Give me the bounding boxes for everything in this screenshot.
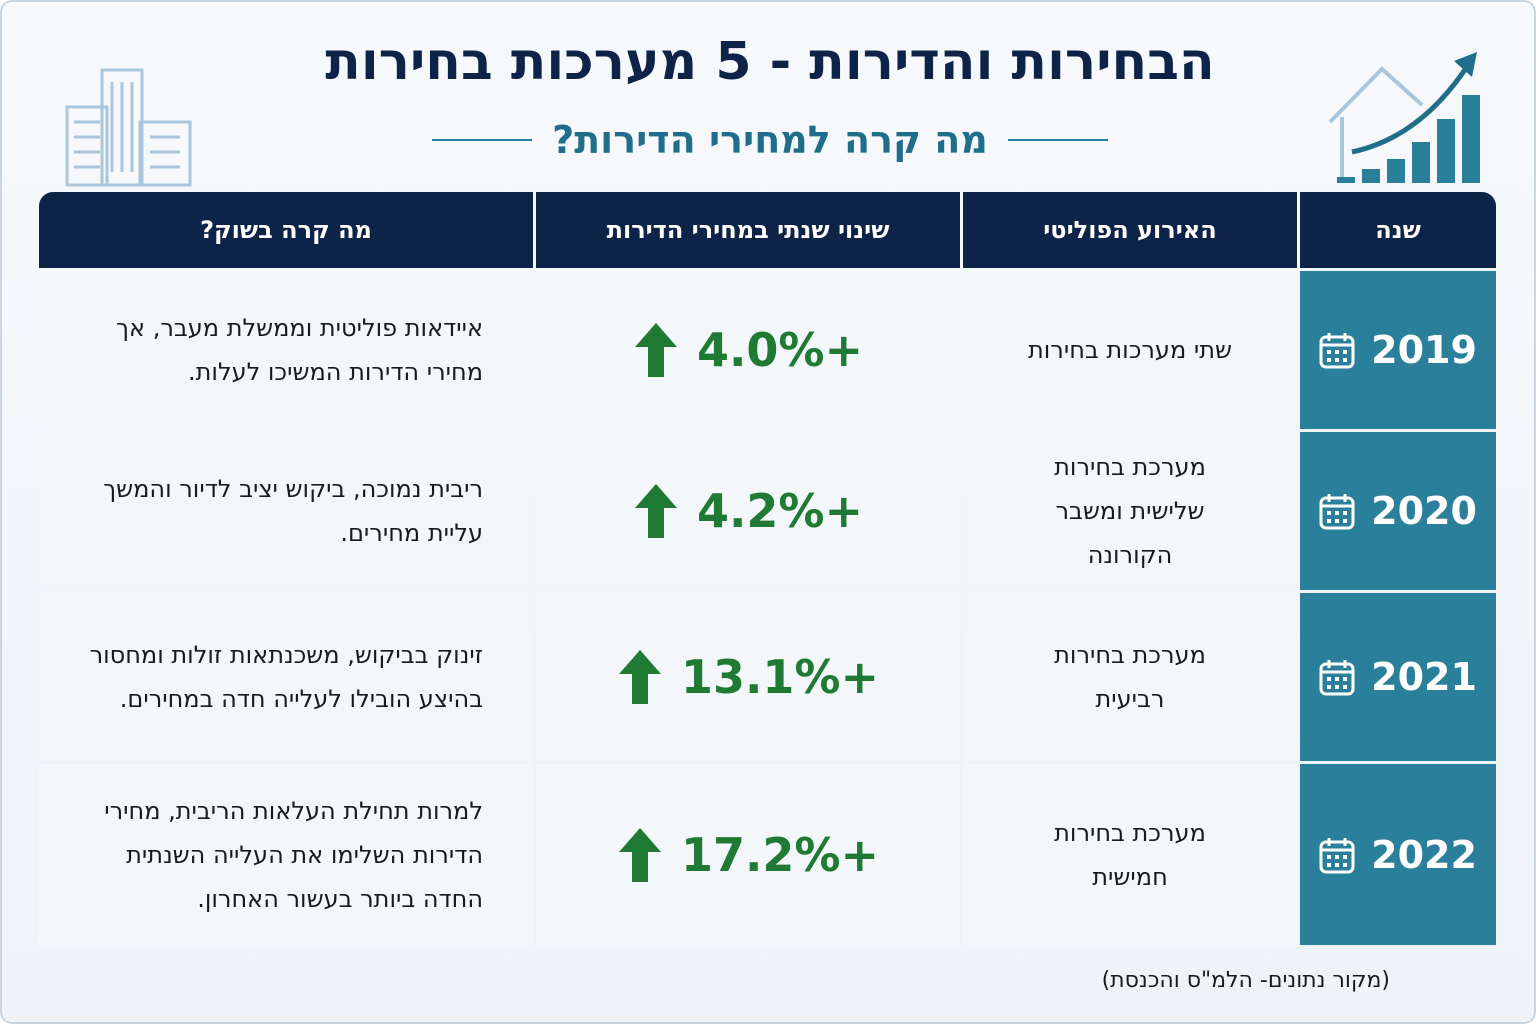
market-cell: זינוק בביקוש, משכנתאות זולות ומחסור בהיצ… [39, 593, 533, 761]
up-arrow-icon [634, 323, 677, 377]
calendar-icon [1319, 333, 1355, 369]
change-cell: +13.1% [536, 593, 960, 761]
rising-house-icon [1328, 52, 1480, 183]
table-row: 2019 שתי מערכות בחירות +4.0% איידאות פוליטי… [39, 271, 1496, 429]
source-note: (מקור נתונים- הלמ"ס והכנסת) [1101, 968, 1390, 993]
year-text: 2019 [1371, 328, 1477, 372]
up-arrow-icon [618, 827, 661, 882]
title: הבחירות והדירות - 5 מערכות בחירות [325, 32, 1215, 92]
year-text: 2021 [1371, 655, 1477, 699]
calendar-icon [1319, 837, 1355, 873]
event-text: מערכת בחירות חמישית [1054, 818, 1206, 891]
divider [1007, 139, 1108, 141]
table-row: 2021 מערכת בחירות רביעית +13.1% זינוק בביקו… [39, 593, 1496, 761]
subtitle: מה קרה למחירי הדירות? [552, 118, 988, 162]
change-text: +13.1% [680, 650, 880, 704]
year-text: 2020 [1371, 489, 1477, 533]
table-row: 2022 מערכת בחירות חמישית +17.2% למרות תחילת… [39, 764, 1496, 945]
change-cell: +4.0% [536, 271, 960, 429]
table: שנה האירוע הפוליטי שינוי שנתי במחירי הדירו… [39, 192, 1496, 948]
year-cell: 2020 [1300, 432, 1496, 590]
change-text: +17.2% [680, 827, 880, 882]
column-header: שינוי שנתי במחירי הדירות [536, 192, 960, 268]
year-cell: 2022 [1300, 764, 1496, 945]
year-cell: 2019 [1300, 271, 1496, 429]
year-cell: 2021 [1300, 593, 1496, 761]
market-cell: איידאות פוליטית וממשלת מעבר, אך מחירי הד… [39, 271, 533, 429]
market-text: למרות תחילת העלאות הריבית, מחירי הדירות … [104, 796, 483, 913]
event-text: מערכת בחירות שלישית ומשבר הקורונה [1054, 453, 1206, 569]
event-cell: מערכת בחירות שלישית ומשבר הקורונה [963, 432, 1297, 590]
change-text: +4.2% [696, 484, 864, 538]
market-cell: למרות תחילת העלאות הריבית, מחירי הדירות … [39, 764, 533, 945]
header-row: שנה האירוע הפוליטי שינוי שנתי במחירי הדירו… [39, 192, 1496, 268]
change-cell: +17.2% [536, 764, 960, 945]
event-text: מערכת בחירות רביעית [1054, 641, 1206, 713]
market-cell: ריבית נמוכה, ביקוש יציב לדיור והמשך עליי… [39, 432, 533, 590]
market-text: זינוק בביקוש, משכנתאות זולות ומחסור בהיצ… [89, 641, 483, 713]
event-cell: מערכת בחירות רביעית [963, 593, 1297, 761]
calendar-icon [1319, 494, 1355, 530]
market-text: ריבית נמוכה, ביקוש יציב לדיור והמשך עליי… [103, 475, 483, 547]
up-arrow-icon [618, 650, 661, 704]
change-text: +4.0% [696, 323, 864, 377]
buildings-icon [65, 68, 192, 187]
table-row: 2020 מערכת בחירות שלישית ומשבר הקורונה +4.… [39, 432, 1496, 590]
calendar-icon [1319, 660, 1355, 696]
subtitle-row: מה קרה למחירי הדירות? [2, 118, 1534, 162]
event-cell: מערכת בחירות חמישית [963, 764, 1297, 945]
year-text: 2022 [1371, 832, 1477, 877]
column-header: מה קרה בשוק? [39, 192, 533, 268]
column-header: האירוע הפוליטי [963, 192, 1297, 268]
event-text: שתי מערכות בחירות [1027, 336, 1233, 364]
event-cell: שתי מערכות בחירות [963, 271, 1297, 429]
change-cell: +4.2% [536, 432, 960, 590]
up-arrow-icon [634, 484, 677, 538]
column-header: שנה [1300, 192, 1496, 268]
divider [432, 139, 533, 141]
market-text: איידאות פוליטית וממשלת מעבר, אך מחירי הד… [116, 314, 483, 386]
